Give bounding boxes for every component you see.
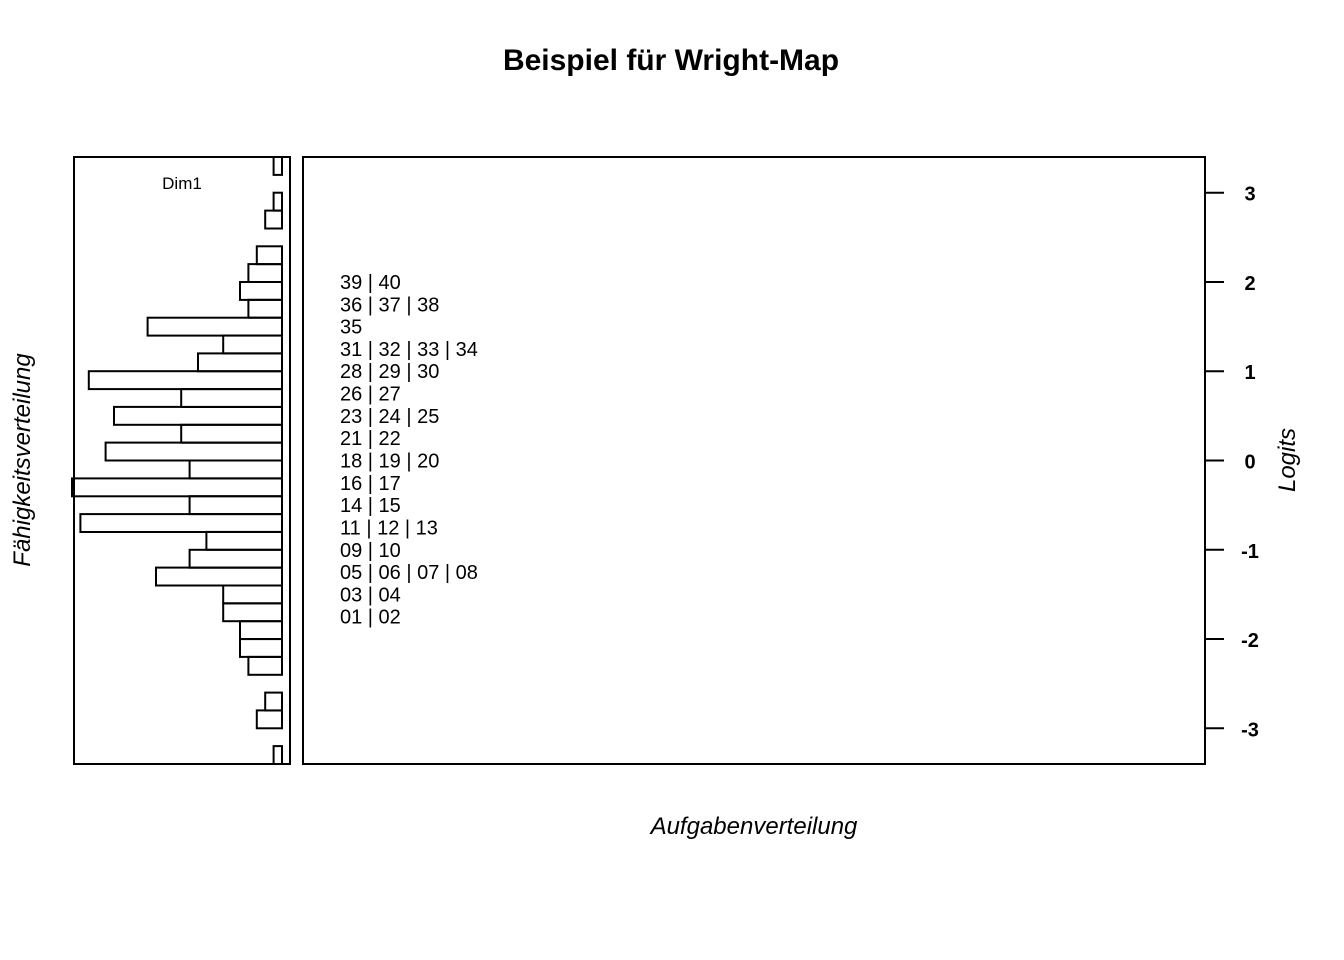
item-label: 01 | 02 — [340, 607, 401, 629]
item-label: 03 | 04 — [340, 584, 401, 606]
histogram-bars — [71, 156, 284, 765]
logit-axis: 3 2 1 0 -1 -2 -3 — [1205, 184, 1259, 741]
y-tick-label: 1 — [1244, 362, 1255, 384]
histogram-bar — [205, 530, 283, 551]
item-label: 26 | 27 — [340, 384, 401, 406]
histogram-bar — [239, 281, 283, 301]
histogram-bar — [247, 298, 283, 319]
histogram-bar — [222, 602, 283, 623]
histogram-bar — [222, 334, 283, 355]
y-tick-label: 0 — [1244, 452, 1255, 474]
chart-title: Beispiel für Wright-Map — [503, 44, 839, 77]
histogram-bar — [247, 655, 283, 676]
histogram-bar — [222, 584, 283, 605]
item-label: 35 — [340, 317, 362, 339]
histogram-bar — [255, 245, 283, 266]
y-tick-label: -2 — [1241, 630, 1259, 652]
histogram-bar — [264, 691, 284, 712]
histogram-bar — [239, 638, 283, 658]
left-axis-label: Fähigkeitsverteilung — [9, 353, 36, 567]
item-label: 23 | 24 | 25 — [340, 406, 439, 428]
item-label: 31 | 32 | 33 | 34 — [340, 339, 478, 361]
histogram-bar — [247, 263, 283, 284]
y-tick-label: 2 — [1244, 273, 1255, 295]
person-histogram-panel: Dim1 — [71, 156, 291, 765]
histogram-bar — [188, 495, 284, 516]
histogram-bar — [104, 441, 283, 462]
dimension-label: Dim1 — [162, 174, 202, 193]
histogram-bar — [79, 513, 284, 533]
x-axis-label: Aufgabenverteilung — [649, 813, 858, 840]
histogram-bar — [155, 566, 283, 587]
histogram-bar — [272, 745, 284, 765]
histogram-bar — [239, 620, 283, 641]
item-label: 16 | 17 — [340, 473, 401, 495]
histogram-bar — [188, 459, 284, 480]
histogram-bar — [264, 209, 284, 230]
y-tick-label: -1 — [1241, 541, 1259, 563]
item-label: 14 | 15 — [340, 495, 401, 517]
item-label: 11 | 12 | 13 — [340, 517, 438, 539]
histogram-bar — [272, 156, 284, 176]
item-label: 39 | 40 — [340, 272, 401, 294]
item-label: 21 | 22 — [340, 428, 401, 450]
histogram-bar — [188, 548, 284, 569]
item-label: 05 | 06 | 07 | 08 — [340, 562, 478, 584]
item-label: 36 | 37 | 38 — [340, 294, 439, 316]
histogram-bar — [272, 191, 284, 212]
histogram-bar — [146, 316, 283, 337]
right-axis-label: Logits — [1274, 428, 1301, 492]
item-label: 28 | 29 | 30 — [340, 361, 439, 383]
histogram-bar — [255, 709, 283, 730]
histogram-bar — [180, 423, 283, 444]
histogram-bar — [180, 388, 283, 409]
histogram-bar — [71, 477, 283, 498]
histogram-bar — [197, 352, 283, 373]
y-tick-label: -3 — [1241, 719, 1259, 741]
item-label: 18 | 19 | 20 — [340, 451, 439, 473]
item-label: 09 | 10 — [340, 540, 401, 562]
histogram-bar — [113, 405, 283, 426]
y-tick-label: 3 — [1244, 184, 1255, 206]
histogram-frame — [73, 156, 291, 765]
histogram-bar — [87, 370, 283, 391]
